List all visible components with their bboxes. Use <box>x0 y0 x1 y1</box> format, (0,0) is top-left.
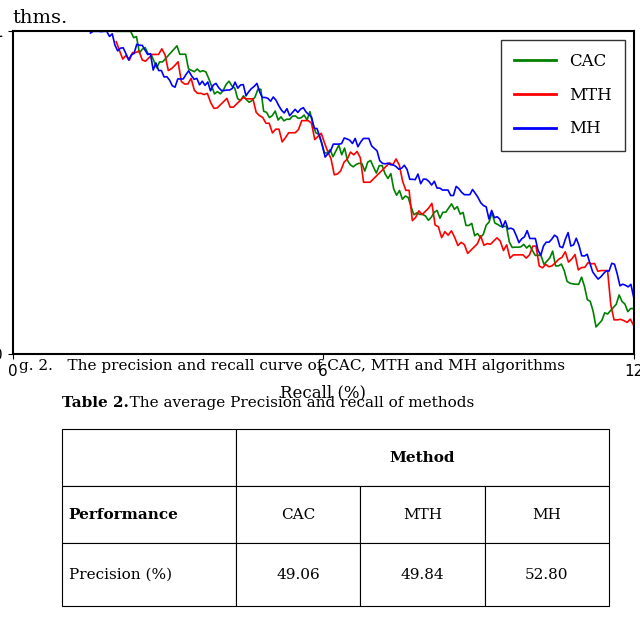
Text: The average Precision and recall of methods: The average Precision and recall of meth… <box>115 395 474 410</box>
FancyBboxPatch shape <box>236 429 609 486</box>
Text: CAC: CAC <box>281 508 316 521</box>
Text: thms.: thms. <box>13 9 68 27</box>
Legend: CAC, MTH, MH: CAC, MTH, MH <box>501 39 625 151</box>
Text: Performance: Performance <box>68 508 179 521</box>
FancyBboxPatch shape <box>484 486 609 543</box>
FancyBboxPatch shape <box>63 429 236 486</box>
Text: MTH: MTH <box>403 508 442 521</box>
Text: 49.06: 49.06 <box>276 568 320 582</box>
FancyBboxPatch shape <box>63 543 236 607</box>
FancyBboxPatch shape <box>360 486 484 543</box>
Text: MH: MH <box>532 508 561 521</box>
FancyBboxPatch shape <box>63 486 236 543</box>
Text: Method: Method <box>390 450 455 465</box>
FancyBboxPatch shape <box>360 543 484 607</box>
FancyBboxPatch shape <box>484 543 609 607</box>
Text: Table 2.: Table 2. <box>63 395 129 410</box>
Text: 52.80: 52.80 <box>525 568 568 582</box>
Text: Precision (%): Precision (%) <box>68 568 172 582</box>
FancyBboxPatch shape <box>236 543 360 607</box>
X-axis label: Recall (%): Recall (%) <box>280 384 366 401</box>
Text: g. 2.   The precision and recall curve of CAC, MTH and MH algorithms: g. 2. The precision and recall curve of … <box>19 359 565 373</box>
FancyBboxPatch shape <box>236 486 360 543</box>
Text: 49.84: 49.84 <box>401 568 444 582</box>
